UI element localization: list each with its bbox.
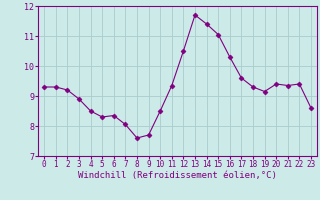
X-axis label: Windchill (Refroidissement éolien,°C): Windchill (Refroidissement éolien,°C) bbox=[78, 171, 277, 180]
